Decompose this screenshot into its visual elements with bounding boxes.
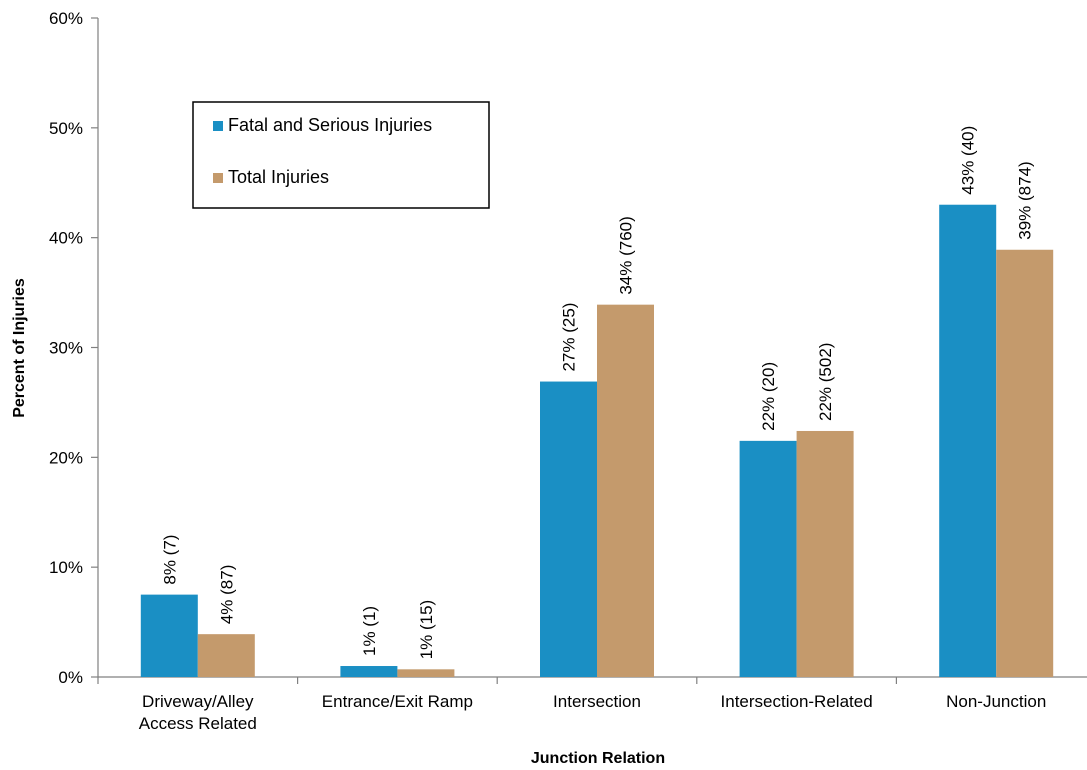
data-label: 8% (7) [160,535,179,585]
y-tick-label: 20% [49,448,83,467]
data-label: 39% (874) [1016,161,1035,239]
x-axis-title: Junction Relation [531,750,665,767]
bar-fatal-serious [340,666,398,677]
bar-total [597,304,654,677]
bar-fatal-serious [939,204,997,677]
y-tick-label: 60% [49,9,83,28]
bar-total [397,669,455,677]
bar-total [796,430,854,677]
bar-fatal-serious [739,440,797,677]
x-category-label: Entrance/Exit Ramp [322,692,473,711]
x-category-label: Access Related [139,714,257,733]
data-label: 34% (760) [617,216,636,294]
data-label: 1% (15) [417,600,436,660]
y-axis-title: Percent of Injuries [11,278,28,418]
y-tick-label: 40% [49,229,83,248]
data-label: 4% (87) [217,565,236,625]
data-label: 1% (1) [360,606,379,656]
legend-label: Total Injuries [228,167,329,187]
x-category-label: Intersection-Related [721,692,873,711]
x-category-label: Intersection [553,692,641,711]
legend: Fatal and Serious Injuries Total Injuries [192,101,490,209]
y-tick-label: 50% [49,119,83,138]
legend-swatch [213,173,223,183]
y-tick-label: 30% [49,339,83,358]
legend-swatch [213,121,223,131]
data-label: 22% (502) [816,343,835,421]
data-label: 22% (20) [759,362,778,431]
bar-fatal-serious [140,594,198,677]
bar-total [996,249,1054,677]
bar-total [197,634,255,677]
y-tick-label: 10% [49,558,83,577]
bar-fatal-serious [540,381,597,677]
y-tick-label: 0% [58,668,83,687]
data-label: 43% (40) [959,126,978,195]
x-category-label: Non-Junction [946,692,1046,711]
data-label: 27% (25) [560,303,579,372]
x-category-label: Driveway/Alley [142,692,254,711]
legend-label: Fatal and Serious Injuries [228,115,432,135]
